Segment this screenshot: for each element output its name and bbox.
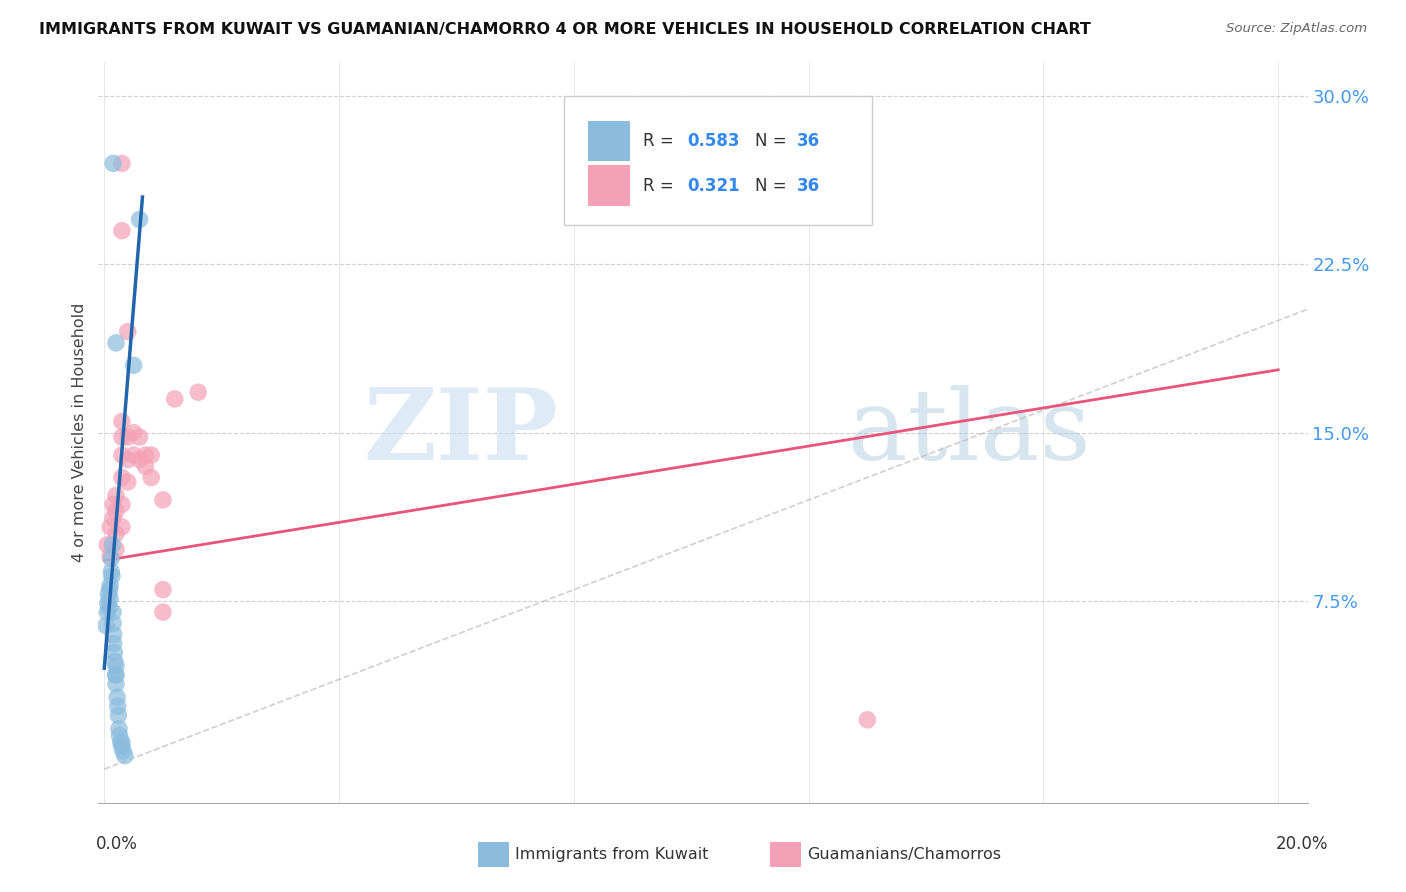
Point [163,392,186,406]
Point [98,578,121,592]
Point [97,587,120,601]
Point [96,605,118,619]
Point [110,735,132,749]
Point [101,497,124,511]
Point [111,414,134,428]
Point [96,538,118,552]
Point [105,668,128,682]
Point [117,430,139,444]
Point [122,448,145,462]
Text: 0.0%: 0.0% [96,835,138,853]
Point [100,565,122,579]
Text: 36: 36 [797,177,821,194]
Point [111,735,134,749]
Text: Source: ZipAtlas.com: Source: ZipAtlas.com [1226,22,1367,36]
Point [117,475,139,489]
Point [117,452,139,467]
Point [134,448,156,462]
Point [111,224,134,238]
Text: 0.321: 0.321 [688,177,740,194]
Point [94,618,117,632]
Point [104,668,127,682]
FancyBboxPatch shape [564,95,872,226]
Text: Immigrants from Kuwait: Immigrants from Kuwait [515,847,709,862]
Point [112,744,135,758]
Y-axis label: 4 or more Vehicles in Household: 4 or more Vehicles in Household [72,303,87,562]
Point [105,659,128,673]
Point [111,520,134,534]
Point [97,596,120,610]
Point [122,359,145,373]
Point [111,156,134,170]
Point [122,425,145,440]
Point [105,504,128,518]
Point [103,645,125,659]
Text: N =: N = [755,132,792,150]
Point [98,591,121,606]
Point [111,448,134,462]
Point [117,325,139,339]
Point [141,448,163,462]
Point [107,708,129,723]
Point [101,538,124,552]
Point [187,385,209,400]
Point [128,452,150,467]
Point [128,430,150,444]
Point [107,699,129,714]
Point [111,470,134,484]
FancyBboxPatch shape [588,165,630,206]
Point [111,430,134,444]
Point [141,470,163,484]
Text: 36: 36 [797,132,821,150]
Point [105,526,128,541]
Text: 20.0%: 20.0% [1277,835,1329,853]
Point [105,335,128,350]
Text: ZIP: ZIP [363,384,558,481]
Point [98,600,121,615]
Point [101,616,124,631]
Point [105,677,128,691]
Point [105,542,128,557]
Point [114,748,136,763]
Point [111,497,134,511]
Point [98,520,121,534]
Point [108,729,131,743]
Point [108,722,131,736]
Point [152,605,174,619]
Point [101,511,124,525]
Point [105,690,128,705]
Text: R =: R = [643,132,679,150]
Text: Guamanians/Chamorros: Guamanians/Chamorros [807,847,1001,862]
Point [134,459,156,474]
Point [152,492,174,507]
Point [111,739,134,754]
Point [104,655,127,669]
Text: N =: N = [755,177,792,194]
Text: IMMIGRANTS FROM KUWAIT VS GUAMANIAN/CHAMORRO 4 OR MORE VEHICLES IN HOUSEHOLD COR: IMMIGRANTS FROM KUWAIT VS GUAMANIAN/CHAM… [39,22,1091,37]
Text: 0.583: 0.583 [688,132,740,150]
FancyBboxPatch shape [588,120,630,161]
Point [98,582,121,597]
Point [101,569,124,583]
Point [101,156,124,170]
Point [101,605,124,619]
Point [152,582,174,597]
Point [105,488,128,502]
Point [128,212,150,227]
Point [103,636,125,650]
Point [103,627,125,641]
Point [856,713,879,727]
Text: atlas: atlas [848,384,1091,481]
Text: R =: R = [643,177,679,194]
Point [100,551,122,566]
Point [98,549,121,563]
